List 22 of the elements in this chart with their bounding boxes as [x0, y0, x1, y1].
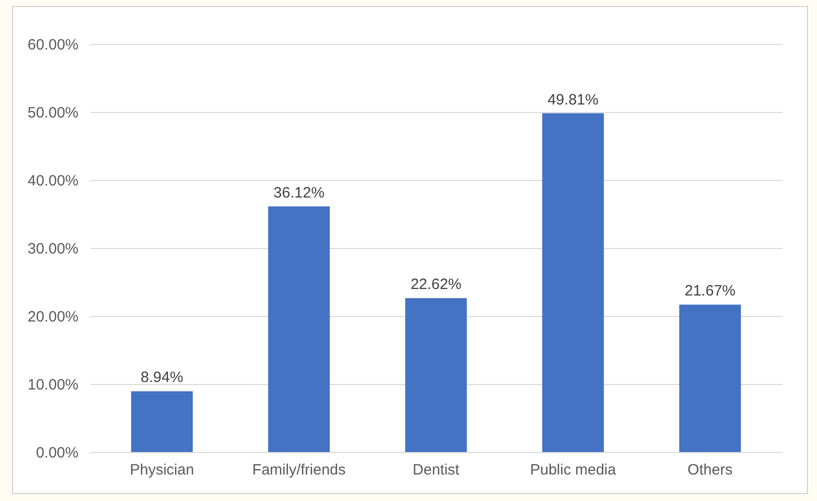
bar	[679, 304, 741, 452]
data-label: 8.94%	[140, 369, 184, 386]
bar	[405, 298, 467, 452]
y-tick-label: 40.00%	[28, 172, 78, 190]
y-tick-label: 50.00%	[28, 104, 78, 122]
data-label: 49.81%	[548, 91, 598, 108]
x-tick-label: Dentist	[412, 462, 460, 478]
x-tick-label: Family/friends	[252, 462, 346, 478]
y-tick-label: 60.00%	[28, 36, 78, 54]
bar	[131, 391, 193, 452]
bar	[542, 113, 604, 452]
y-tick-label: 30.00%	[28, 240, 78, 258]
data-label: 21.67%	[684, 282, 736, 300]
y-tick-label: 20.00%	[28, 308, 78, 326]
x-tick-label: Physician	[130, 462, 194, 478]
x-tick-label: Others	[688, 462, 733, 478]
data-label: 36.12%	[274, 184, 324, 202]
y-tick-label: 10.00%	[28, 376, 78, 394]
y-tick-label: 0.00%	[36, 444, 78, 462]
data-label: 22.62%	[410, 276, 462, 294]
bar	[268, 206, 330, 452]
x-tick-label: Public media	[530, 462, 617, 478]
